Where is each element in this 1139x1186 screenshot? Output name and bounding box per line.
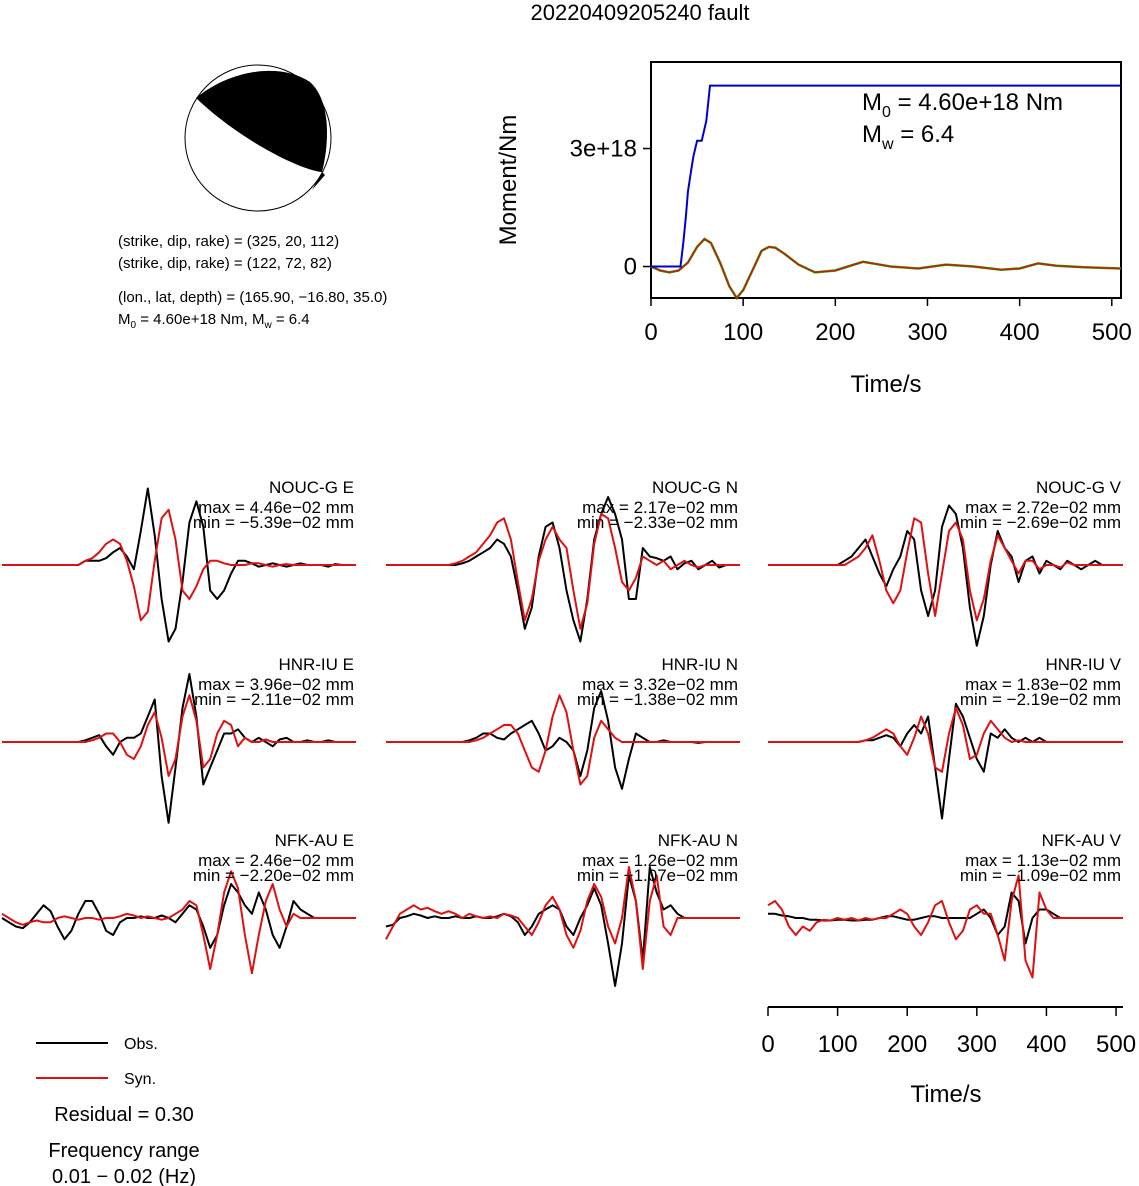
station-label: NOUC-G N bbox=[652, 478, 738, 497]
frequency-range-title: Frequency range bbox=[48, 1140, 199, 1162]
moment-x-tick-label: 100 bbox=[723, 319, 763, 346]
synthetic-waveform bbox=[2, 508, 356, 622]
min-amplitude-label: min = −1.07e−02 mm bbox=[577, 866, 738, 885]
min-amplitude-label: min = −2.11e−02 mm bbox=[194, 690, 354, 709]
moment-rate-line bbox=[650, 237, 1122, 301]
residual-label: Residual = 0.30 bbox=[54, 1104, 194, 1126]
min-amplitude-label: min = −2.69e−02 mm bbox=[960, 513, 1121, 532]
moment-y-axis-label: Moment/Nm bbox=[495, 115, 522, 246]
beachball-compression-quadrant bbox=[196, 70, 327, 172]
moment-axis-ticks: 0 100 200 300 400 500 0 3e+18 bbox=[570, 136, 1132, 346]
synthetic-waveform bbox=[385, 866, 740, 970]
moment-y-tick-label: 0 bbox=[624, 254, 637, 281]
waveform-x-tick-label: 200 bbox=[887, 1031, 927, 1058]
beachball bbox=[184, 64, 332, 212]
station-label: HNR-IU E bbox=[278, 655, 354, 674]
mechanism-info: (strike, dip, rake) = (325, 20, 112) (st… bbox=[118, 233, 387, 331]
legend-syn-label: Syn. bbox=[124, 1071, 156, 1088]
synthetic-waveform bbox=[768, 517, 1123, 622]
moment-x-tick-label: 300 bbox=[907, 319, 947, 346]
moment-chart-frame bbox=[650, 61, 1122, 299]
frequency-range-value: 0.01 − 0.02 (Hz) bbox=[52, 1166, 196, 1186]
waveform-x-tick-label: 100 bbox=[818, 1031, 858, 1058]
max-amplitude-label: max = 2.17e−02 mm bbox=[582, 498, 738, 517]
min-amplitude-label: min = −2.19e−02 mm bbox=[960, 690, 1121, 709]
moment-rate-line-syn bbox=[650, 238, 1122, 300]
min-amplitude-label: min = −1.38e−02 mm bbox=[577, 690, 738, 709]
station-label: NOUC-G V bbox=[1036, 478, 1122, 497]
moment-lines bbox=[650, 84, 1122, 301]
lon-lat-depth: (lon., lat, depth) = (165.90, −16.80, 35… bbox=[118, 289, 387, 306]
legend-obs-label: Obs. bbox=[124, 1036, 158, 1053]
max-amplitude-label: max = 1.83e−02 mm bbox=[965, 675, 1121, 694]
station-label: NOUC-G E bbox=[269, 478, 354, 497]
moment-m0-label: M0 = 4.60e+18 Nm bbox=[862, 89, 1063, 121]
min-amplitude-label: min = −1.09e−02 mm bbox=[960, 866, 1121, 885]
max-amplitude-label: max = 4.46e−02 mm bbox=[198, 498, 354, 517]
moment-magnitude-line: M0 = 4.60e+18 Nm, Mw = 6.4 bbox=[118, 311, 310, 331]
min-amplitude-label: min = −2.20e−02 mm bbox=[193, 866, 354, 885]
waveform-x-tick-label: 0 bbox=[761, 1031, 774, 1058]
station-label: NFK-AU N bbox=[658, 831, 738, 850]
synthetic-waveform bbox=[1, 870, 356, 975]
waveform-x-tick-label: 500 bbox=[1096, 1031, 1136, 1058]
moment-x-tick-label: 500 bbox=[1092, 319, 1132, 346]
station-label: NFK-AU V bbox=[1042, 831, 1122, 850]
max-amplitude-label: max = 3.96e−02 mm bbox=[198, 675, 354, 694]
max-amplitude-label: max = 1.13e−02 mm bbox=[965, 851, 1121, 870]
station-label: NFK-AU E bbox=[275, 831, 354, 850]
observed-waveform bbox=[385, 866, 740, 987]
station-label: HNR-IU V bbox=[1045, 655, 1121, 674]
moment-y-tick-label: 3e+18 bbox=[570, 136, 637, 163]
max-amplitude-label: max = 2.72e−02 mm bbox=[965, 498, 1121, 517]
synthetic-waveform bbox=[386, 513, 740, 630]
synthetic-waveform bbox=[386, 694, 740, 786]
waveform-x-tick-label: 300 bbox=[957, 1031, 997, 1058]
station-label: HNR-IU N bbox=[662, 655, 739, 674]
moment-x-axis-label: Time/s bbox=[850, 371, 921, 398]
max-amplitude-label: max = 1.26e−02 mm bbox=[582, 851, 738, 870]
waveform-time-axis: Time/s 0 100 200 300 400 500 bbox=[761, 1006, 1136, 1108]
min-amplitude-label: min = −5.39e−02 mm bbox=[193, 513, 354, 532]
synthetic-waveform bbox=[767, 874, 1123, 979]
observed-waveform bbox=[1, 883, 356, 949]
max-amplitude-label: max = 3.32e−02 mm bbox=[582, 675, 738, 694]
strike-dip-rake-1: (strike, dip, rake) = (325, 20, 112) bbox=[118, 233, 339, 250]
observed-waveform bbox=[768, 702, 1123, 820]
min-amplitude-label: min = −2.33e−02 mm bbox=[577, 513, 738, 532]
figure-title: 20220409205240 fault bbox=[531, 0, 750, 25]
moment-x-tick-label: 0 bbox=[644, 319, 657, 346]
synthetic-waveform bbox=[768, 707, 1123, 773]
synthetic-waveform bbox=[2, 694, 356, 777]
legend: Obs. Syn. Residual = 0.30 Frequency rang… bbox=[36, 1036, 200, 1186]
waveform-x-axis-label: Time/s bbox=[910, 1081, 981, 1108]
max-amplitude-label: max = 2.46e−02 mm bbox=[198, 851, 354, 870]
waveform-x-tick-label: 400 bbox=[1026, 1031, 1066, 1058]
beachball-small-quadrant bbox=[312, 172, 325, 190]
moment-mw-label: Mw = 6.4 bbox=[862, 121, 954, 153]
moment-x-tick-label: 200 bbox=[815, 319, 855, 346]
cumulative-moment-line bbox=[651, 84, 1121, 268]
moment-x-tick-label: 400 bbox=[1000, 319, 1040, 346]
strike-dip-rake-2: (strike, dip, rake) = (122, 72, 82) bbox=[118, 255, 332, 272]
